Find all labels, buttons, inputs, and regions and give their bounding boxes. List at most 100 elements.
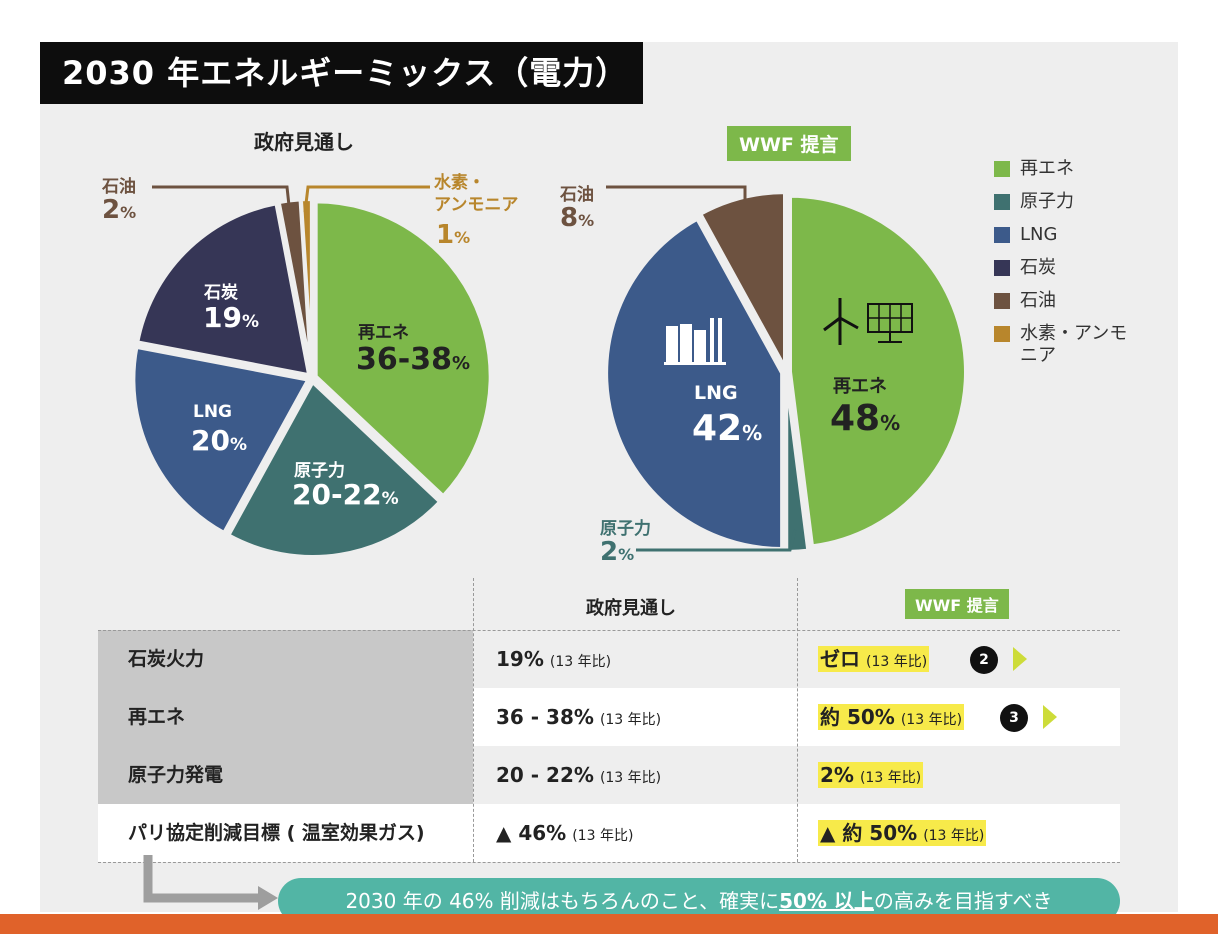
- banner-text-pre: 2030 年の 46% 削減はもちろんのこと、確実に: [345, 889, 780, 913]
- pie1-renewable-unit: %: [451, 353, 470, 374]
- pie1-hydrogen-unit: %: [454, 228, 471, 247]
- pie2-lng-value: 42: [692, 408, 743, 449]
- pie-slice-石炭: [134, 200, 312, 378]
- ratio-note: (13 年比): [599, 770, 662, 786]
- row-divider: [98, 862, 1120, 863]
- legend: 再エネ 原子力 LNG 石炭 石油 水素・アンモニア: [994, 158, 1130, 378]
- pie-slice-再エネ: [787, 193, 968, 549]
- table-row-label: 再エネ: [128, 706, 186, 728]
- ratio-note: (13 年比): [859, 770, 922, 786]
- pie2-oil-value-wrap: 8%: [560, 203, 594, 233]
- factory-icon: [664, 318, 726, 365]
- leader-line: [152, 185, 292, 216]
- table-cell-wwf: ▲ 約 50% (13 年比): [818, 804, 987, 862]
- legend-label: 再エネ: [1020, 158, 1074, 179]
- leader-line: [636, 529, 797, 552]
- pie2-heading: WWF 提言: [727, 126, 851, 161]
- row-divider: [98, 630, 1120, 631]
- pie1-oil-unit: %: [120, 203, 137, 222]
- gov-value: 19%: [496, 647, 544, 671]
- table-cell-wwf: ゼロ (13 年比): [818, 630, 930, 688]
- pie1-coal-name: 石炭: [204, 283, 238, 303]
- table-header-gov: 政府見通し: [586, 598, 676, 619]
- legend-item: LNG: [994, 224, 1130, 246]
- pie1-coal-unit: %: [241, 312, 260, 332]
- pie2-renewable-value-wrap: 48%: [830, 398, 900, 439]
- ratio-note: (13 年比): [549, 654, 612, 670]
- leader-line: [303, 185, 430, 213]
- pie1-hydrogen-value: 1: [436, 220, 455, 250]
- wwf-value-highlight: 2% (13 年比): [818, 762, 924, 788]
- pie1-lng-name: LNG: [193, 402, 233, 422]
- banner-text-post: の高みを目指すべき: [873, 889, 1053, 913]
- table-row-label: 石炭火力: [128, 648, 205, 670]
- pie2-nuclear-value-wrap: 2%: [600, 537, 634, 567]
- pie1-nuclear-value: 20-22: [292, 478, 382, 511]
- pie1-coal-value: 19: [203, 301, 242, 334]
- pie-slice-LNG: [131, 344, 312, 536]
- pie2-renewable-unit: %: [880, 411, 901, 435]
- legend-label: 水素・アンモニア: [1020, 323, 1128, 366]
- ratio-note: (13 年比): [900, 712, 963, 728]
- legend-swatch: [994, 161, 1010, 177]
- gov-value: 36 - 38%: [496, 705, 594, 729]
- pie1-nuclear-name: 原子力: [294, 461, 345, 481]
- footnote-badge: 2: [970, 646, 998, 674]
- table-cell-gov: 19% (13 年比): [496, 630, 611, 688]
- pie1-oil-name: 石油: [102, 177, 136, 197]
- wwf-value-highlight: ▲ 約 50% (13 年比): [818, 820, 987, 846]
- legend-swatch: [994, 227, 1010, 243]
- arrow-right-icon[interactable]: [1043, 705, 1057, 729]
- pie1-renewable-value-wrap: 36-38%: [356, 342, 470, 377]
- pie1-coal-value-wrap: 19%: [203, 301, 259, 334]
- table-cell-wwf: 2% (13 年比): [818, 746, 924, 804]
- column-divider: [473, 578, 474, 862]
- wwf-value: 約 50%: [820, 705, 895, 729]
- leader-line: [606, 185, 747, 213]
- legend-label: 石油: [1020, 290, 1056, 311]
- table-cell-gov: ▲ 46% (13 年比): [496, 804, 633, 862]
- ratio-note: (13 年比): [599, 712, 662, 728]
- pie-slice-原子力: [225, 378, 444, 559]
- table-row-label: パリ協定削減目標 ( 温室効果ガス): [128, 822, 425, 844]
- pie2-oil-value: 8: [560, 203, 579, 233]
- wwf-value: 2%: [820, 763, 854, 787]
- legend-swatch: [994, 194, 1010, 210]
- footnote-badge: 3: [1000, 704, 1028, 732]
- column-divider: [797, 578, 798, 862]
- pie2-lng-name: LNG: [694, 382, 738, 404]
- wwf-value-highlight: ゼロ (13 年比): [818, 646, 930, 672]
- pie1-lng-value-wrap: 20%: [191, 424, 247, 457]
- table-header-wwf: WWF 提言: [905, 589, 1009, 619]
- legend-label: 原子力: [1020, 191, 1074, 212]
- legend-label: LNG: [1020, 224, 1058, 245]
- arrow-right-icon[interactable]: [1013, 647, 1027, 671]
- pie2-oil-name: 石油: [560, 185, 594, 205]
- pie2-lng-unit: %: [742, 421, 763, 445]
- gov-value: ▲ 46%: [496, 821, 567, 845]
- ratio-note: (13 年比): [572, 828, 634, 844]
- wwf-value: ▲ 約 50%: [820, 821, 918, 845]
- legend-item: 原子力: [994, 191, 1130, 213]
- pie1-hydrogen-name1: 水素・: [434, 173, 485, 193]
- pie1-renewable-value: 36-38: [356, 342, 452, 377]
- wwf-value: ゼロ: [820, 647, 860, 671]
- table-cell-gov: 36 - 38% (13 年比): [496, 688, 661, 746]
- banner-emphasis: 50% 以上: [779, 889, 874, 913]
- pie1-nuclear-value-wrap: 20-22%: [292, 478, 399, 511]
- pie1-nuclear-unit: %: [381, 489, 399, 509]
- pie-slice-石油: [697, 190, 788, 370]
- page-title: 2030 年エネルギーミックス（電力）: [40, 42, 643, 104]
- pie1-hydrogen-value-wrap: 1%: [436, 220, 470, 250]
- legend-swatch: [994, 326, 1010, 342]
- row-label-column: [98, 630, 473, 804]
- pie1-hydrogen-name: 水素・ アンモニア: [434, 172, 518, 216]
- bottom-bar: [0, 914, 1218, 934]
- pie2-oil-unit: %: [578, 211, 595, 230]
- pie1-lng-unit: %: [229, 435, 248, 455]
- pie2-lng-value-wrap: 42%: [692, 408, 762, 449]
- pie-slice-再エネ: [313, 199, 493, 500]
- ratio-note: (13 年比): [866, 654, 928, 670]
- pie2-renewable-value: 48: [830, 398, 881, 439]
